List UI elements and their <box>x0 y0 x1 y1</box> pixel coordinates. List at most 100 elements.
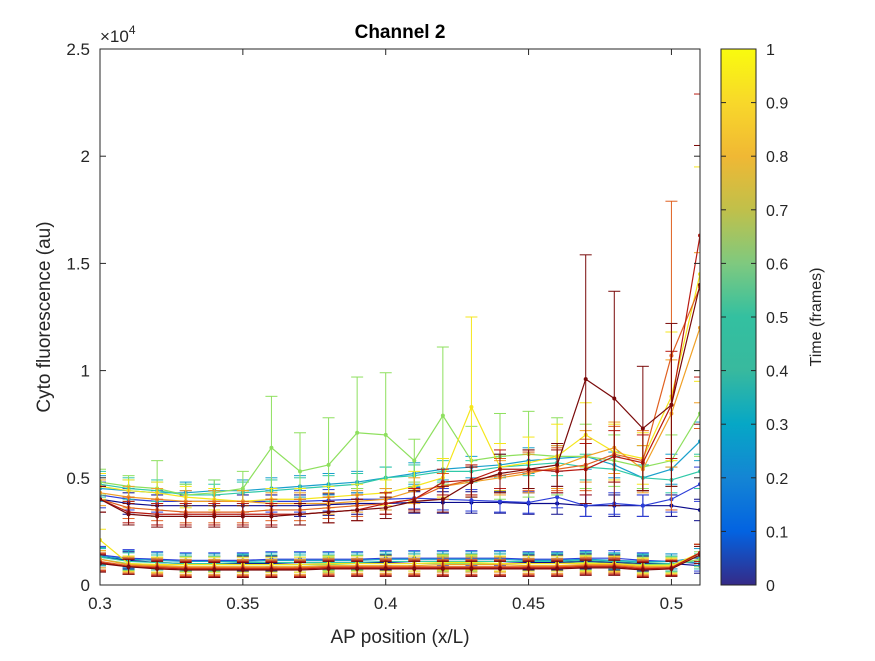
colorbar-tick-label: 0.3 <box>766 417 788 434</box>
data-point <box>355 566 360 571</box>
series-line <box>100 552 700 569</box>
data-point <box>326 462 331 467</box>
x-tick-label: 0.3 <box>88 594 112 613</box>
colorbar-ticks: 0 0.1 0.2 0.3 0.4 0.5 0.6 0.7 0.8 0.9 1 <box>721 42 788 595</box>
series-line <box>100 413 700 496</box>
colorbar-tick-label: 0.5 <box>766 310 788 327</box>
data-point <box>555 566 560 571</box>
data-point <box>440 480 445 485</box>
plot-frame <box>99 48 701 586</box>
data-point <box>526 467 531 472</box>
data-point <box>383 432 388 437</box>
colorbar-tick-label: 0.8 <box>766 149 788 166</box>
data-point <box>555 495 560 500</box>
data-point <box>640 426 645 431</box>
colorbar-tick-label: 0.9 <box>766 96 788 113</box>
series-line <box>100 554 700 568</box>
data-point <box>412 566 417 571</box>
data-point <box>440 413 445 418</box>
data-point <box>269 445 274 450</box>
y-exponent-label: ×104 <box>100 23 136 46</box>
data-point <box>640 503 645 508</box>
data-point <box>212 514 217 519</box>
data-point <box>240 567 245 572</box>
series-line <box>100 552 700 570</box>
series-line <box>100 235 700 515</box>
data-point <box>612 565 617 570</box>
series-line <box>100 539 700 567</box>
data-point <box>440 566 445 571</box>
data-point <box>298 512 302 517</box>
data-point <box>469 480 474 485</box>
x-axis-ticks: 0.3 0.35 0.4 0.45 0.5 <box>88 49 683 613</box>
data-point <box>412 458 417 463</box>
data-point <box>155 514 160 519</box>
series-line <box>100 554 700 565</box>
data-point <box>498 566 502 571</box>
y-tick-label: 2.5 <box>66 40 90 59</box>
data-point <box>126 512 131 517</box>
data-point <box>355 430 360 435</box>
series-line <box>100 555 700 563</box>
data-point <box>640 567 645 572</box>
colorbar-tick-label: 0.2 <box>766 471 788 488</box>
y-tick-label: 0 <box>81 576 90 595</box>
data-point <box>440 497 445 502</box>
data-point <box>126 564 131 569</box>
y-tick-label: 1 <box>81 362 90 381</box>
colorbar-tick-label: 1 <box>766 42 775 59</box>
data-point <box>298 567 302 572</box>
data-point <box>183 567 188 572</box>
data-point <box>669 566 674 571</box>
y-tick-label: 0.5 <box>66 469 90 488</box>
series-line <box>100 327 700 505</box>
data-point <box>469 405 474 410</box>
series-group <box>100 144 700 528</box>
x-tick-label: 0.5 <box>660 594 684 613</box>
data-point <box>326 566 331 571</box>
colorbar-tick-label: 0 <box>766 578 775 595</box>
series-line <box>100 440 700 494</box>
x-tick-label: 0.45 <box>512 594 545 613</box>
series-line <box>100 556 700 565</box>
colorbar <box>720 48 757 586</box>
data-point <box>669 402 674 407</box>
data-point <box>183 514 188 519</box>
y-axis-label: Cyto fluorescence (au) <box>34 221 55 412</box>
data-point <box>469 566 474 571</box>
series-line <box>100 462 700 496</box>
data-point <box>583 503 588 508</box>
x-axis-label: AP position (x/L) <box>330 627 469 648</box>
data-point <box>526 500 531 505</box>
data-point <box>355 507 360 512</box>
y-tick-label: 2 <box>81 147 90 166</box>
data-point <box>555 462 560 467</box>
colorbar-label: Time (frames) <box>808 268 825 367</box>
series-layer <box>100 93 700 578</box>
colorbar-tick-label: 0.1 <box>766 524 788 541</box>
data-point <box>498 471 502 476</box>
data-point <box>583 377 588 382</box>
data-point <box>269 514 274 519</box>
data-point <box>526 566 531 571</box>
data-point <box>383 505 388 510</box>
y-axis-ticks: 0 0.5 1 1.5 2 2.5 <box>66 40 700 595</box>
data-point <box>383 566 388 571</box>
plot-area <box>100 49 700 585</box>
data-point <box>498 499 502 504</box>
series-line <box>100 273 700 502</box>
data-point <box>212 567 217 572</box>
series-group <box>100 545 700 578</box>
series-line <box>100 284 700 517</box>
x-tick-label: 0.4 <box>374 594 398 613</box>
y-tick-label: 1.5 <box>66 254 90 273</box>
chart-title: Channel 2 <box>355 22 446 43</box>
data-point <box>583 565 588 570</box>
data-point <box>469 498 474 503</box>
x-tick-label: 0.35 <box>226 594 259 613</box>
data-point <box>298 469 302 474</box>
data-point <box>240 514 245 519</box>
colorbar-tick-label: 0.4 <box>766 364 788 381</box>
